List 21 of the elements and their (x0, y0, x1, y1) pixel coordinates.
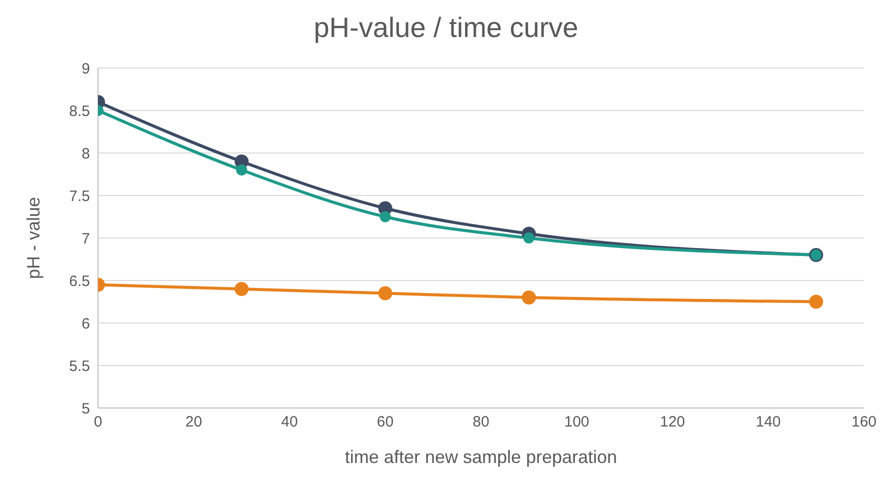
y-tick-label: 5 (82, 400, 90, 418)
x-tick-label: 140 (756, 414, 781, 431)
y-tick-label: 9 (82, 60, 90, 78)
y-tick-label: 7.5 (69, 188, 90, 205)
y-tick-label: 6.5 (69, 272, 90, 290)
y-tick-label: 8 (82, 145, 90, 162)
x-tick-label: 100 (564, 414, 590, 431)
x-tick-label: 40 (281, 414, 298, 431)
y-axis-title: pH - value (23, 196, 44, 280)
x-tick-label: 60 (376, 414, 394, 431)
x-tick-label: 20 (185, 414, 202, 431)
x-tick-label: 160 (851, 414, 877, 431)
x-axis-title: time after new sample preparation (344, 447, 618, 467)
x-tick-label: 80 (472, 414, 490, 431)
y-tick-label: 5.5 (69, 358, 90, 375)
chart-title: pH-value / time curve (312, 11, 580, 45)
x-tick-label: 0 (94, 414, 102, 431)
x-tick-label: 120 (660, 414, 686, 431)
y-tick-label: 6 (82, 315, 90, 332)
y-tick-label: 8.5 (69, 102, 90, 120)
y-tick-label: 7 (82, 230, 90, 248)
